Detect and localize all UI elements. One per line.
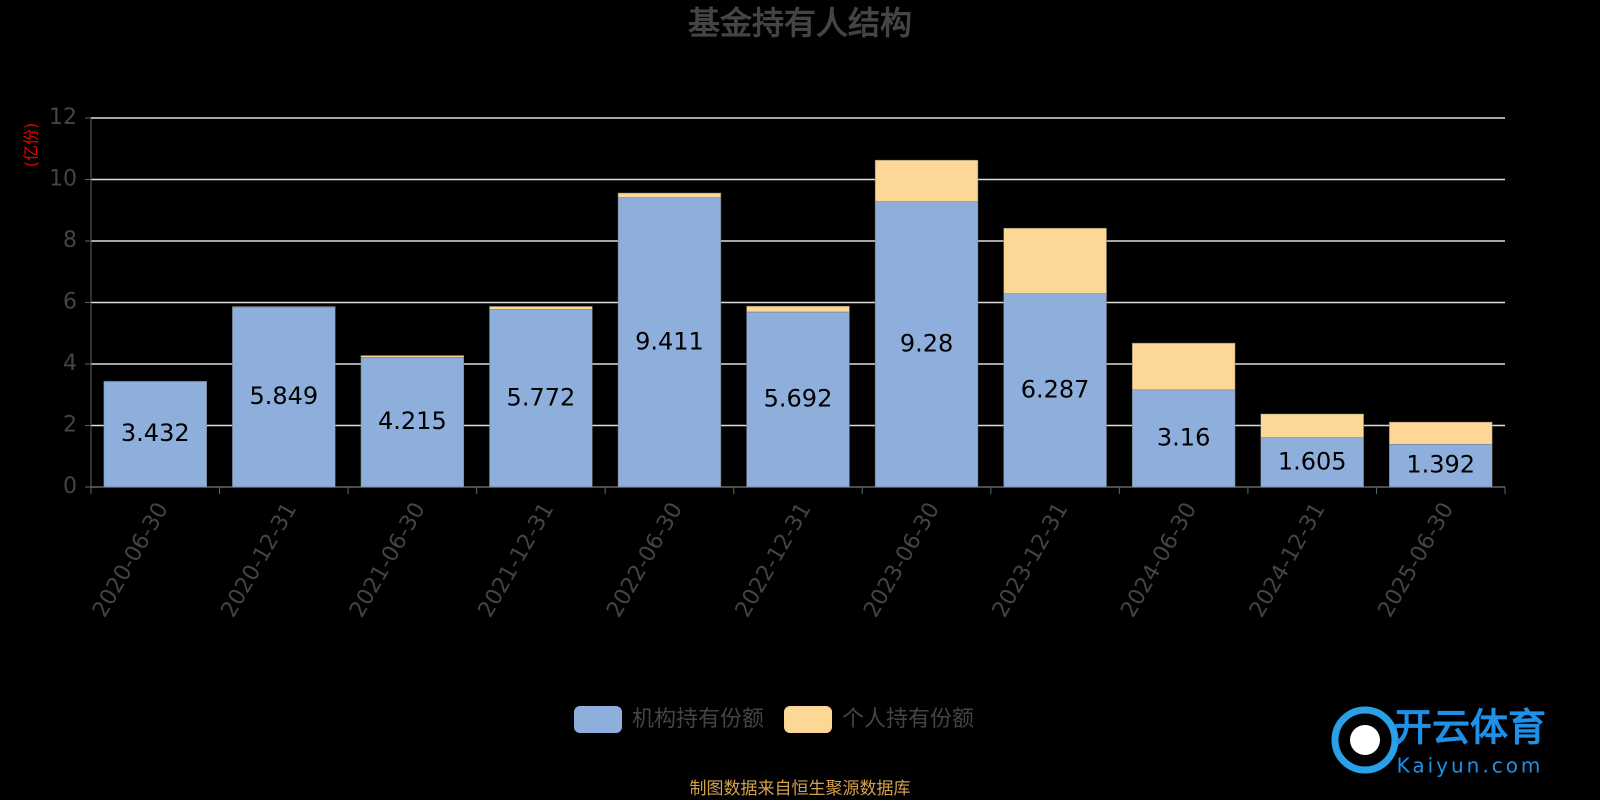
legend-swatch: [574, 706, 622, 733]
bar-segment: [489, 306, 593, 310]
data-label: 9.411: [635, 327, 704, 355]
data-label: 5.849: [249, 382, 318, 410]
legend-label: 机构持有份额: [632, 707, 764, 732]
bar-segment: [1389, 421, 1493, 445]
data-label: 1.392: [1406, 451, 1475, 479]
watermark: 开云体育 Kaiyun.com: [1331, 706, 1546, 778]
bar-segment: [232, 306, 336, 308]
bar-segment: [1260, 437, 1364, 488]
data-label: 5.772: [507, 383, 576, 411]
watermark-logo: [1331, 706, 1399, 774]
bar-segment: [746, 305, 850, 313]
y-tick-label: 0: [63, 474, 77, 499]
bar-segment: [1260, 413, 1364, 438]
watermark-site: Kaiyun.com: [1397, 754, 1544, 778]
y-tick-label: 10: [49, 167, 77, 192]
y-axis-label: (亿份): [22, 123, 41, 168]
bar-segment: [232, 306, 336, 488]
data-label: 6.287: [1021, 375, 1090, 403]
watermark-ball: [1350, 725, 1380, 755]
source-note: 制图数据来自恒生聚源数据库: [690, 779, 911, 799]
y-tick-label: 8: [63, 228, 77, 253]
y-tick-label: 12: [49, 105, 77, 130]
data-label: 3.432: [121, 419, 190, 447]
chart-title: 基金持有人结构: [688, 4, 912, 42]
legend-swatch: [784, 706, 833, 733]
y-tick-label: 4: [63, 351, 77, 376]
y-tick-label: 2: [63, 413, 77, 438]
bar-segment: [746, 311, 850, 488]
bar-segment: [1003, 227, 1107, 294]
data-label: 4.215: [378, 407, 447, 435]
data-label: 1.605: [1278, 447, 1347, 475]
bar-segment: [360, 355, 465, 358]
bar-segment: [874, 201, 979, 488]
bar-segment: [1131, 342, 1236, 391]
data-label: 5.692: [764, 384, 833, 412]
watermark-name: 开云体育: [1394, 706, 1546, 750]
bar-segment: [360, 357, 465, 488]
bar-segment: [617, 192, 722, 198]
bar-segment: [1131, 389, 1236, 488]
bar-segment: [874, 159, 979, 202]
y-tick-label: 6: [63, 290, 77, 315]
bar-segment: [103, 381, 207, 488]
bar-segment: [1003, 293, 1107, 488]
data-label: 3.16: [1157, 423, 1210, 451]
data-label: 9.28: [900, 329, 953, 357]
bar-segment: [489, 309, 593, 488]
bar-segment: [617, 197, 722, 488]
legend-label: 个人持有份额: [842, 707, 974, 732]
